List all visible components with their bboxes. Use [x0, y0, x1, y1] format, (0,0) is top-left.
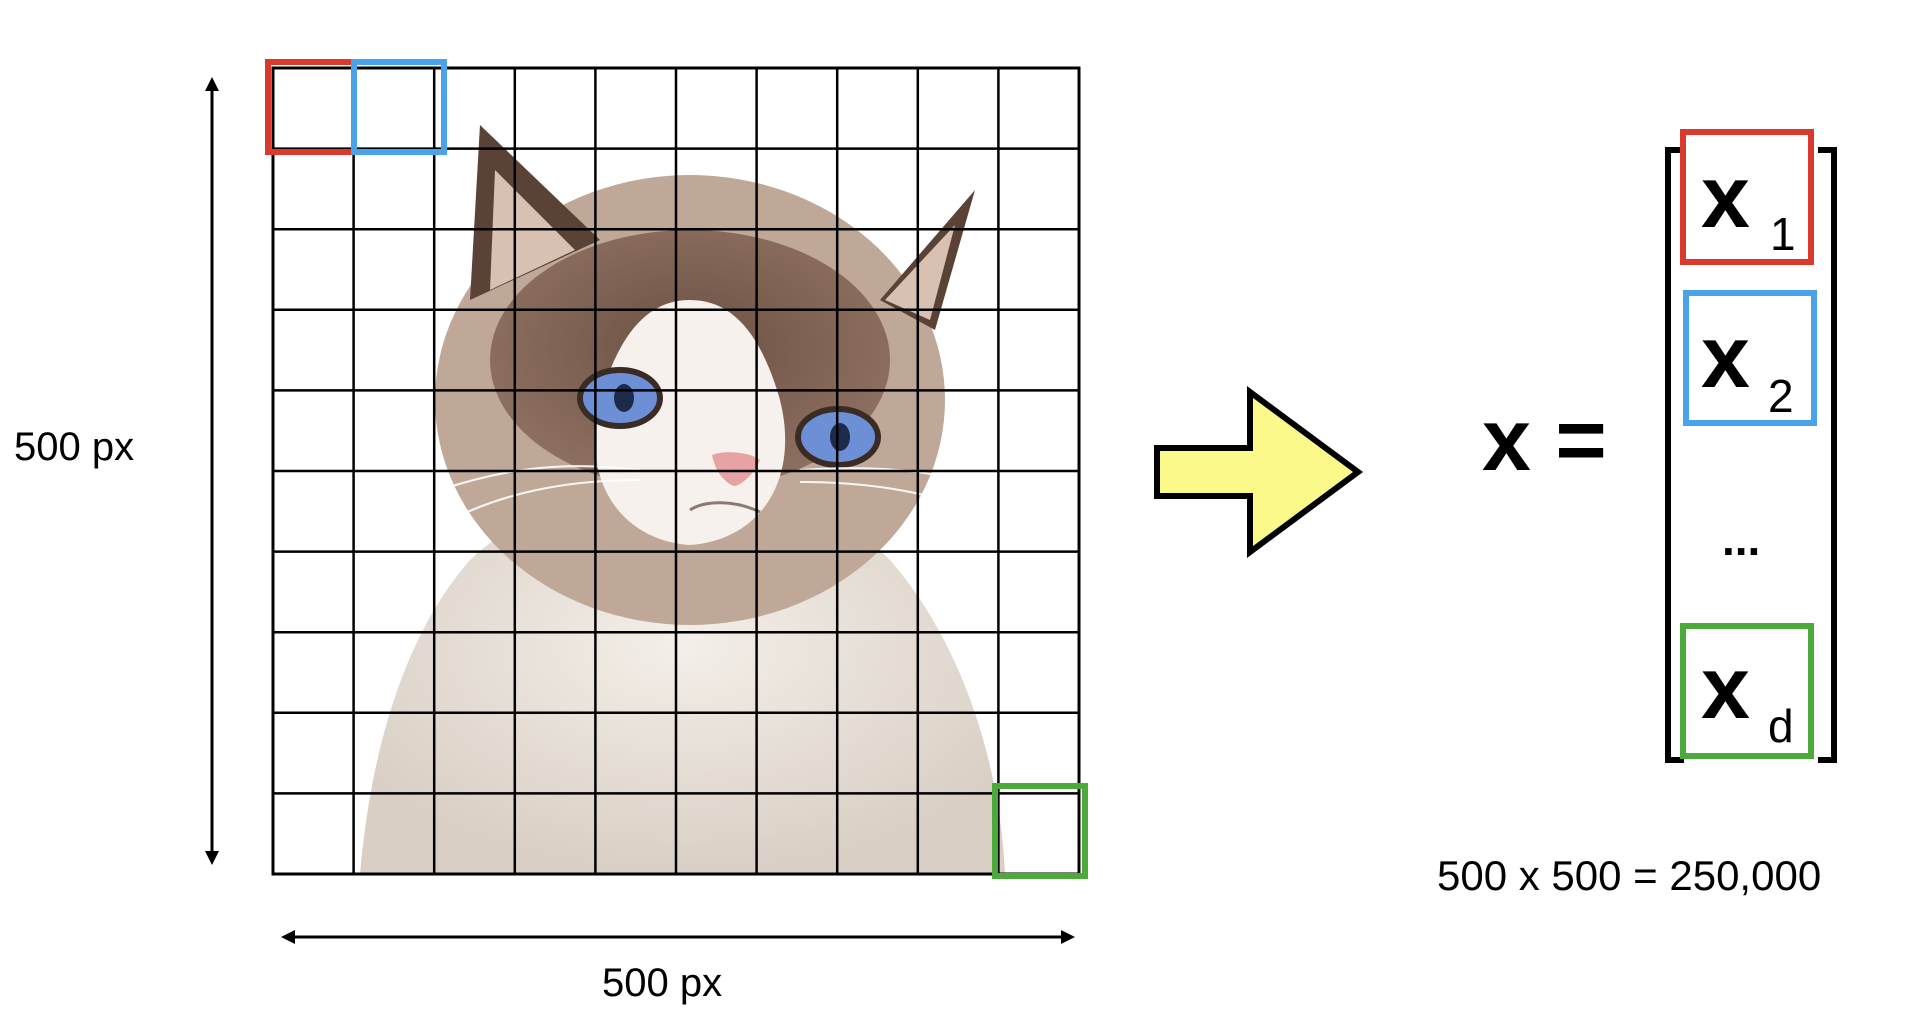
- left-bracket: [1665, 147, 1684, 763]
- dimension-caption: 500 x 500 = 250,000: [1437, 852, 1821, 899]
- entry-1-sub: 1: [1770, 208, 1796, 260]
- height-label: 500 px: [14, 425, 134, 469]
- pixel-grid: [271, 66, 1081, 876]
- last-pixel-highlight: [992, 783, 1088, 879]
- right-bracket: [1818, 147, 1837, 763]
- entry-d-var: x: [1701, 638, 1750, 737]
- entry-d-sub: d: [1768, 700, 1794, 752]
- width-label: 500 px: [602, 961, 722, 1005]
- vector-lhs: x =: [1482, 390, 1607, 489]
- transform-arrow: [1154, 386, 1364, 558]
- entry-1-var: x: [1701, 147, 1750, 246]
- entry-1-box: [1680, 129, 1814, 265]
- entry-2-sub: 2: [1768, 370, 1794, 422]
- entry-d-box: [1680, 623, 1814, 759]
- entry-2-var: x: [1701, 307, 1750, 406]
- vector-ellipsis: ...: [1722, 513, 1760, 565]
- entry-2-box: [1683, 290, 1817, 426]
- second-pixel-highlight: [351, 59, 447, 155]
